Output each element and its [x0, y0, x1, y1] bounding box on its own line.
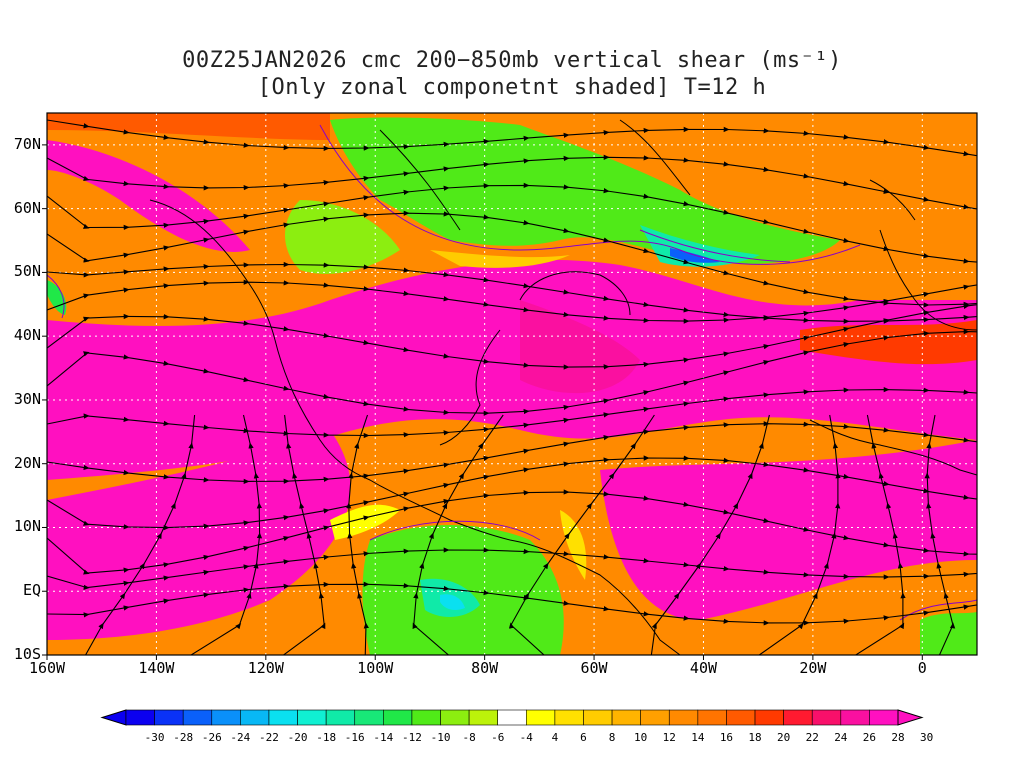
colorbar-label: 4: [551, 731, 559, 744]
colorbar-label: -24: [230, 731, 251, 744]
plot-frame: [46, 112, 978, 656]
colorbar-label: -16: [344, 731, 365, 744]
lat-tick-label: 10S: [13, 645, 41, 663]
lat-tick-label: 20N: [13, 453, 41, 472]
lat-tick-label: 10N: [13, 517, 41, 536]
colorbar-label: 8: [608, 731, 616, 744]
streamline: [924, 414, 956, 655]
lat-tick-label: 50N: [13, 262, 41, 281]
colorbar-cell: [440, 709, 470, 726]
colorbar-label: -14: [373, 731, 394, 744]
colorbar-cell: [411, 709, 441, 726]
streamline: [282, 414, 326, 655]
lon-tick-label: 0: [917, 659, 927, 677]
colorbar-label: 6: [580, 731, 587, 744]
colorbar-label: 18: [748, 731, 762, 744]
colorbar-cell: [697, 709, 727, 726]
lon-tick-label: 100W: [357, 659, 394, 677]
streamline: [854, 414, 906, 655]
colorbar-label: 30: [919, 731, 934, 744]
lon-tick-label: 140W: [138, 659, 175, 677]
colorbar-cell: [525, 709, 556, 726]
colorbar-cell: [869, 709, 899, 726]
colorbar-cell: [297, 709, 327, 726]
colorbar-label: 16: [719, 731, 734, 744]
colorbar-cell: [611, 709, 641, 726]
colorbar-label: -22: [259, 731, 279, 744]
lon-tick-label: 120W: [247, 659, 284, 677]
colorbar-cell: [154, 709, 184, 726]
lon-tick-label: 160W: [28, 659, 66, 677]
streamline: [650, 414, 770, 655]
colorbar-cell: [640, 709, 670, 726]
streamline: [84, 414, 196, 655]
streamline: [47, 119, 977, 157]
colorbar-cell: [583, 709, 613, 726]
colorbar-cell: [125, 709, 155, 726]
colorbar-cell: [840, 709, 870, 726]
colorbar-cell: [811, 709, 842, 726]
colorbar-min-arrow: [100, 709, 127, 726]
chart-title: 00Z25JAN2026 cmc 200−850mb vertical shea…: [182, 48, 842, 73]
colorbar-cell: [554, 709, 584, 726]
colorbar-cell: [240, 709, 270, 726]
colorbar-cell: [211, 709, 241, 726]
colorbar-cell: [325, 709, 356, 726]
lon-tick-label: 60W: [580, 659, 608, 677]
colorbar-label: 10: [634, 731, 648, 744]
lat-tick-label: 30N: [13, 389, 41, 408]
colorbar-cell: [668, 709, 699, 726]
lat-tick-label: EQ: [22, 581, 41, 600]
colorbar-label: -12: [401, 731, 422, 744]
colorbar-label: 28: [891, 731, 905, 744]
colorbar-cell: [468, 709, 499, 726]
lat-tick-label: 40N: [13, 326, 41, 345]
colorbar-label: -18: [316, 731, 337, 744]
colorbar-label: -28: [173, 731, 194, 744]
streamline: [190, 414, 263, 655]
streamline: [508, 414, 655, 655]
colorbar-cell: [383, 709, 413, 726]
colorbar-label: 12: [662, 731, 676, 744]
streamline: [758, 414, 841, 655]
colorbar-cell: [182, 709, 213, 726]
axis-ticks: [42, 144, 923, 660]
colorbar-label: 22: [805, 731, 819, 744]
colorbar-label: 14: [691, 731, 705, 744]
lon-tick-label: 40W: [689, 659, 718, 677]
colorbar-label: -30: [144, 731, 165, 744]
colorbar-label: -4: [519, 731, 533, 744]
lon-tick-label: 20W: [799, 659, 827, 677]
colorbar-cell: [268, 709, 298, 726]
colorbar: [100, 709, 924, 726]
colorbar-label: -26: [201, 731, 222, 744]
colorbar-label: -20: [287, 731, 308, 744]
chart-subtitle: [Only zonal componetnt shaded] T=12 h: [257, 75, 767, 100]
lat-tick-label: 60N: [13, 198, 41, 217]
streamlines: [47, 119, 977, 655]
shear-shading: [47, 113, 977, 655]
colorbar-cell: [754, 709, 784, 726]
streamline: [412, 414, 504, 655]
colorbar-label: 20: [777, 731, 791, 744]
colorbar-label: 24: [834, 731, 848, 744]
colorbar-cell: [726, 709, 756, 726]
streamline: [346, 414, 369, 655]
colorbar-label: 26: [862, 731, 877, 744]
lat-tick-label: 70N: [13, 134, 41, 153]
colorbar-label: -8: [462, 731, 476, 744]
lon-tick-label: 80W: [471, 659, 499, 677]
colorbar-label: -6: [491, 731, 505, 744]
colorbar-cell: [354, 709, 384, 726]
colorbar-label: -10: [430, 731, 451, 744]
colorbar-cell: [783, 709, 813, 726]
colorbar-cell: [497, 709, 527, 726]
colorbar-max-arrow: [897, 709, 924, 726]
